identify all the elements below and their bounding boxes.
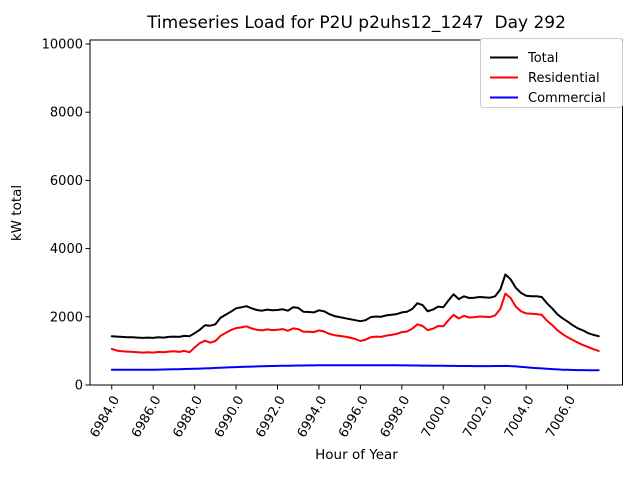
y-tick-label: 8000 (50, 106, 83, 121)
x-tick-label: 6990.0 (212, 394, 248, 441)
y-tick-label: 6000 (50, 174, 83, 189)
y-tick-label: 0 (75, 379, 83, 394)
y-axis-ticks: 0 2000 4000 6000 8000 10000 (42, 38, 90, 394)
x-axis-ticks: 6984.0 6986.0 6988.0 6990.0 6992.0 6994.0 6996… (87, 385, 579, 440)
series-line-total (110, 273, 600, 339)
x-tick-label: 7000.0 (419, 394, 455, 441)
x-axis-label: Hour of Year (315, 447, 398, 463)
x-tick-label: 7006.0 (543, 394, 579, 441)
x-tick-label: 6986.0 (129, 394, 165, 441)
series-line-residential (110, 292, 600, 354)
legend-label-total: Total (527, 51, 558, 66)
x-tick-label: 7002.0 (460, 393, 496, 440)
x-tick-label: 6996.0 (336, 394, 372, 441)
legend-box (480, 38, 623, 108)
chart-title: Timeseries Load for P2U p2uhs12_1247 Day… (146, 13, 566, 33)
y-tick-label: 10000 (42, 38, 83, 53)
series-line-commercial (110, 364, 600, 372)
y-tick-label: 4000 (50, 242, 83, 257)
x-tick-label: 6992.0 (253, 394, 289, 441)
y-tick-label: 2000 (50, 310, 83, 325)
x-tick-label: 6988.0 (170, 394, 206, 441)
y-axis-label: kW total (9, 185, 25, 241)
legend: Total Residential Commercial (480, 38, 623, 108)
legend-label-residential: Residential (528, 71, 600, 86)
x-tick-label: 6984.0 (87, 394, 123, 441)
x-tick-label: 7004.0 (502, 394, 538, 441)
series-lines (110, 273, 600, 372)
x-tick-label: 6994.0 (295, 394, 331, 441)
x-tick-label: 6998.0 (378, 394, 414, 441)
legend-label-commercial: Commercial (528, 91, 606, 106)
